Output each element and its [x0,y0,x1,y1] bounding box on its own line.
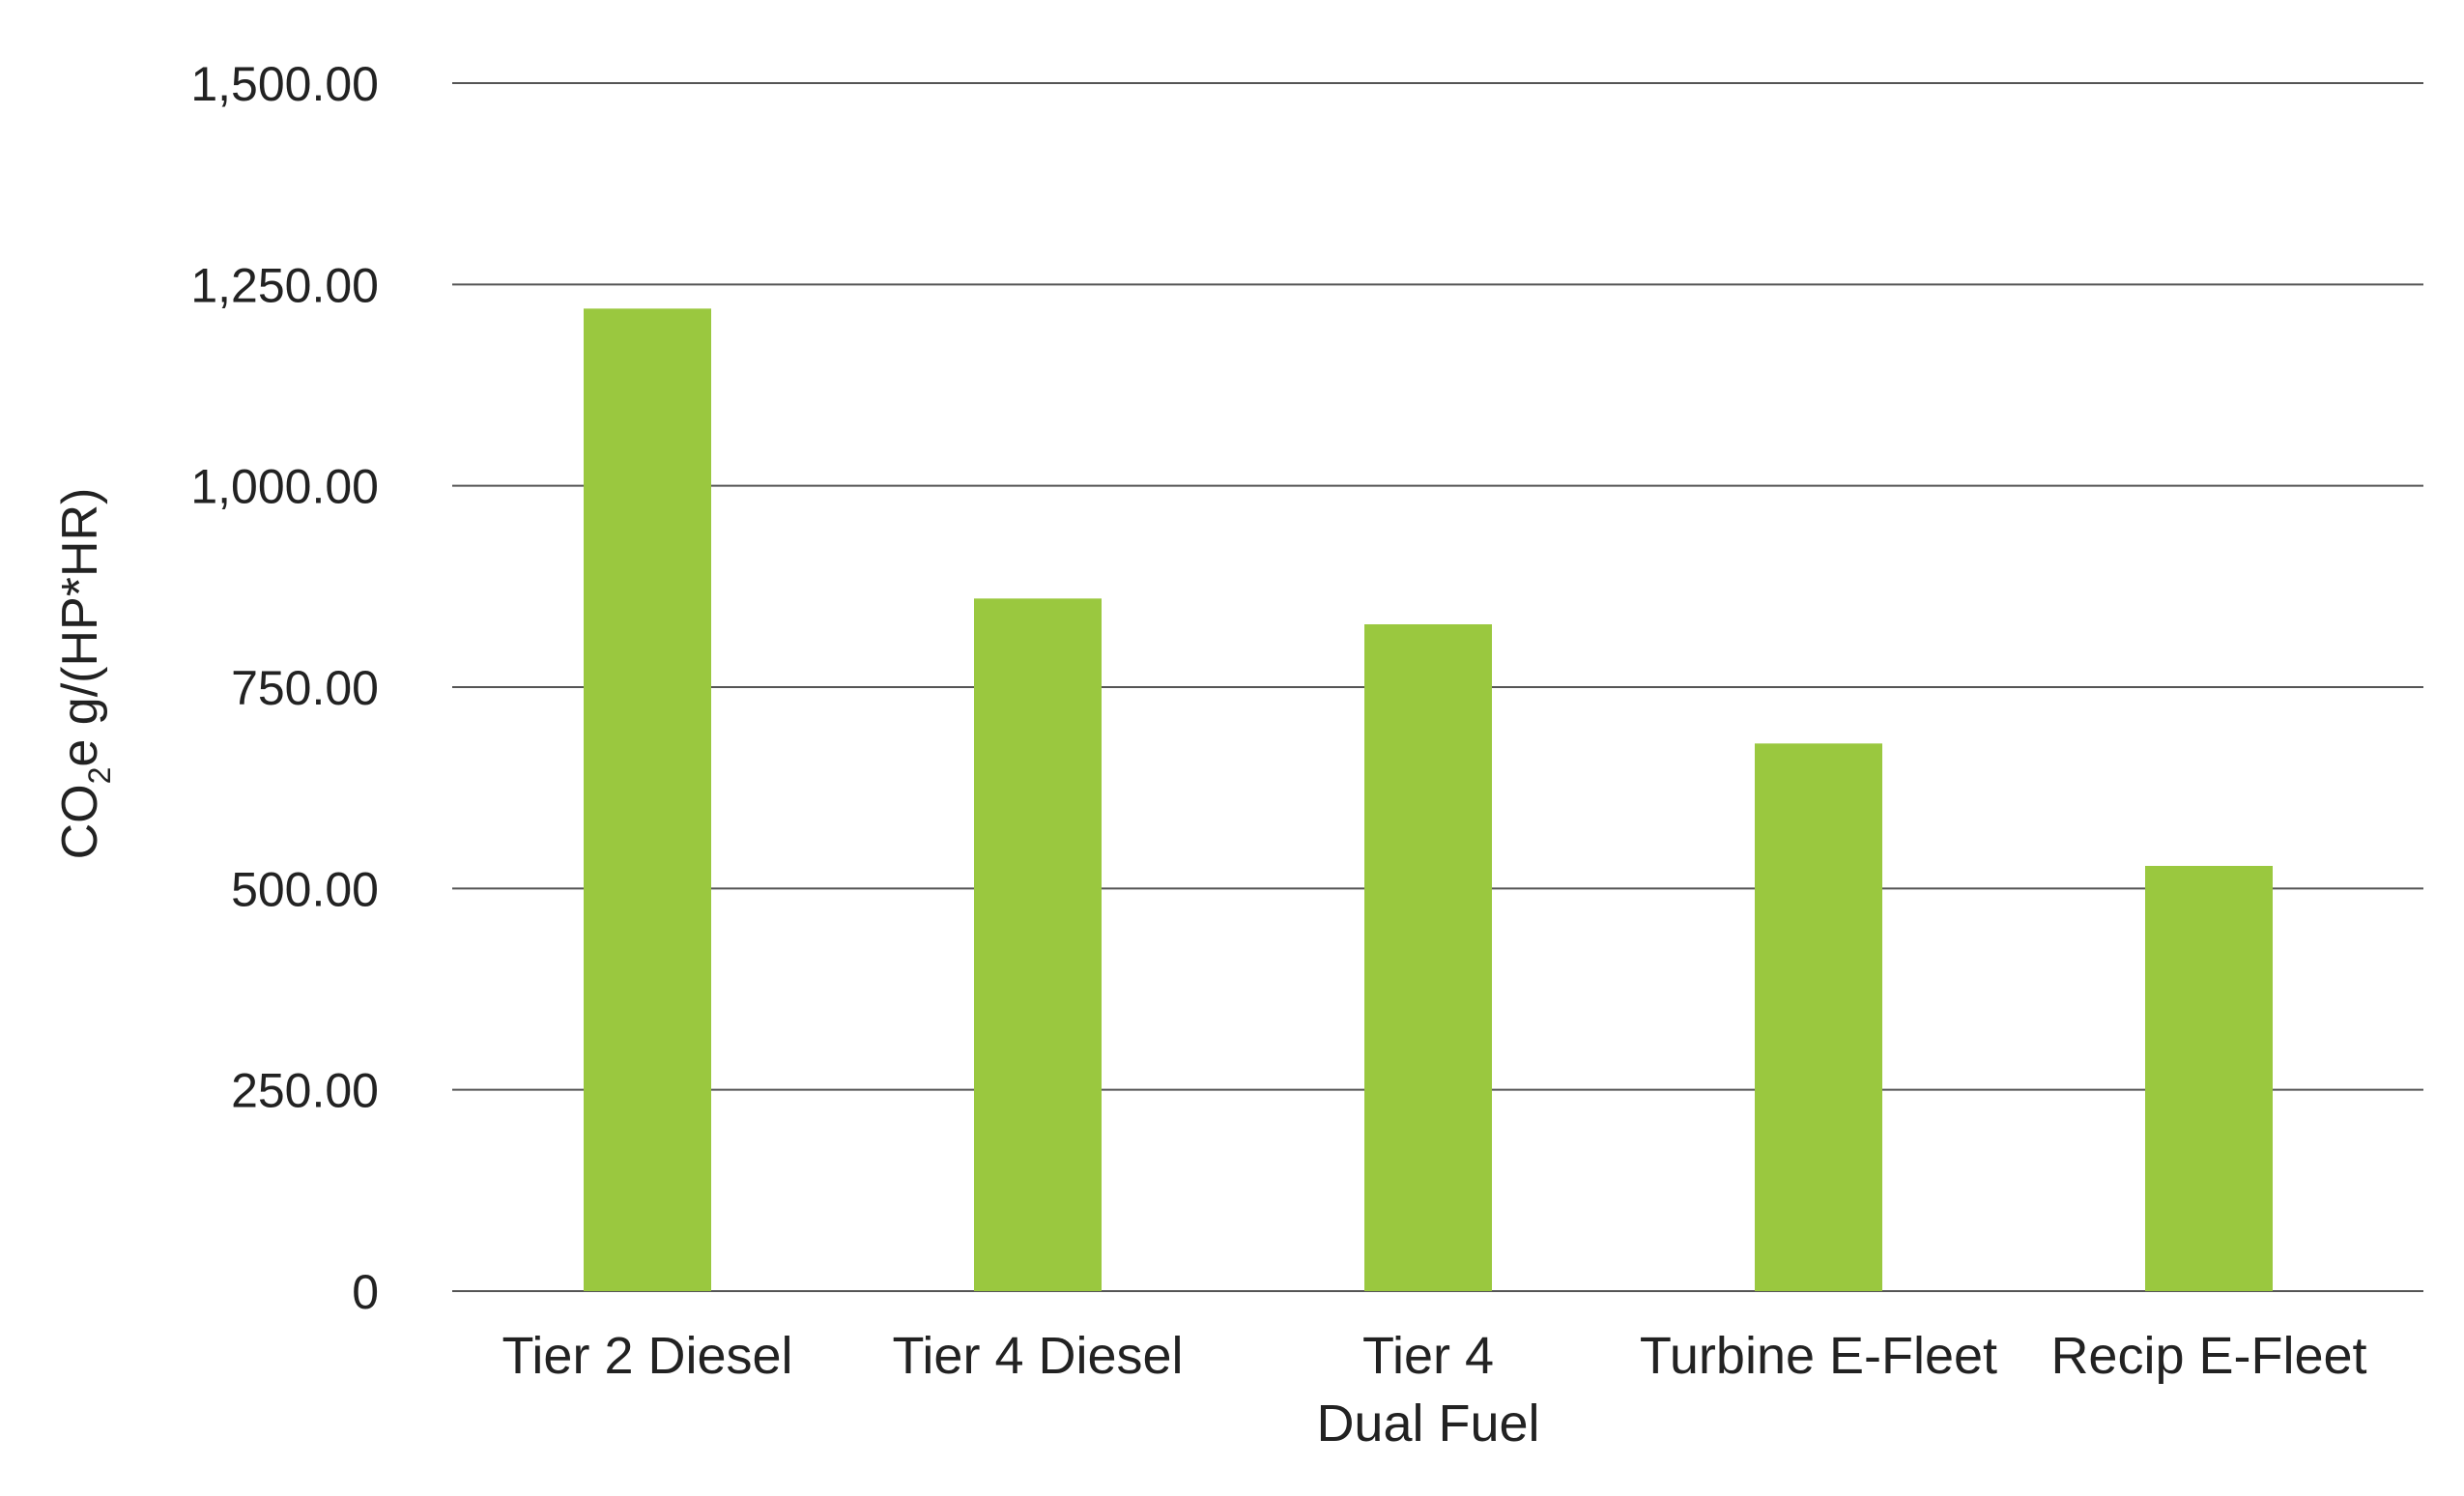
x-category-label: Tier 2 Diesel [501,1327,792,1385]
y-tick-label: 0 [352,1265,379,1319]
bar [584,308,711,1291]
y-tick-label: 1,500.00 [190,57,379,111]
bars [584,308,2273,1291]
y-tick-label: 1,250.00 [190,258,379,312]
x-category-label-line: Dual Fuel [1316,1395,1539,1453]
x-category-label-line: Tier 2 Diesel [501,1327,792,1385]
x-category-label: Tier 4 Dual Fuel [1316,1327,1539,1453]
y-tick-labels: 0 250.00 500.00 750.00 1,000.00 1,250.00 1,500… [190,57,379,1319]
y-axis-title-suffix: e g/(HP*HR) [52,488,108,767]
bar [2145,866,2273,1291]
y-tick-label: 500.00 [231,862,379,916]
x-category-label: Recip E-Fleet [2050,1327,2366,1385]
x-category-label: Turbine E-Fleet [1640,1327,1997,1385]
bar [974,598,1102,1291]
x-category-label: Tier 4 Diesel [892,1327,1183,1385]
y-axis-title: CO2e g/(HP*HR) [52,488,117,860]
bar [1364,624,1492,1291]
y-tick-label: 1,000.00 [190,460,379,514]
y-axis-title-subscript: 2 [82,767,117,785]
y-tick-label: 750.00 [231,661,379,715]
x-category-label-line: Recip E-Fleet [2050,1327,2366,1385]
x-category-label-line: Turbine E-Fleet [1640,1327,1997,1385]
y-axis-title-prefix: CO [52,784,108,859]
y-tick-label: 250.00 [231,1064,379,1118]
x-category-label-line: Tier 4 [1362,1327,1494,1385]
bar [1755,743,1882,1291]
x-category-label-line: Tier 4 Diesel [892,1327,1183,1385]
x-category-labels: Tier 2 Diesel Tier 4 Diesel Tier 4 Dual Fue… [501,1327,2366,1453]
